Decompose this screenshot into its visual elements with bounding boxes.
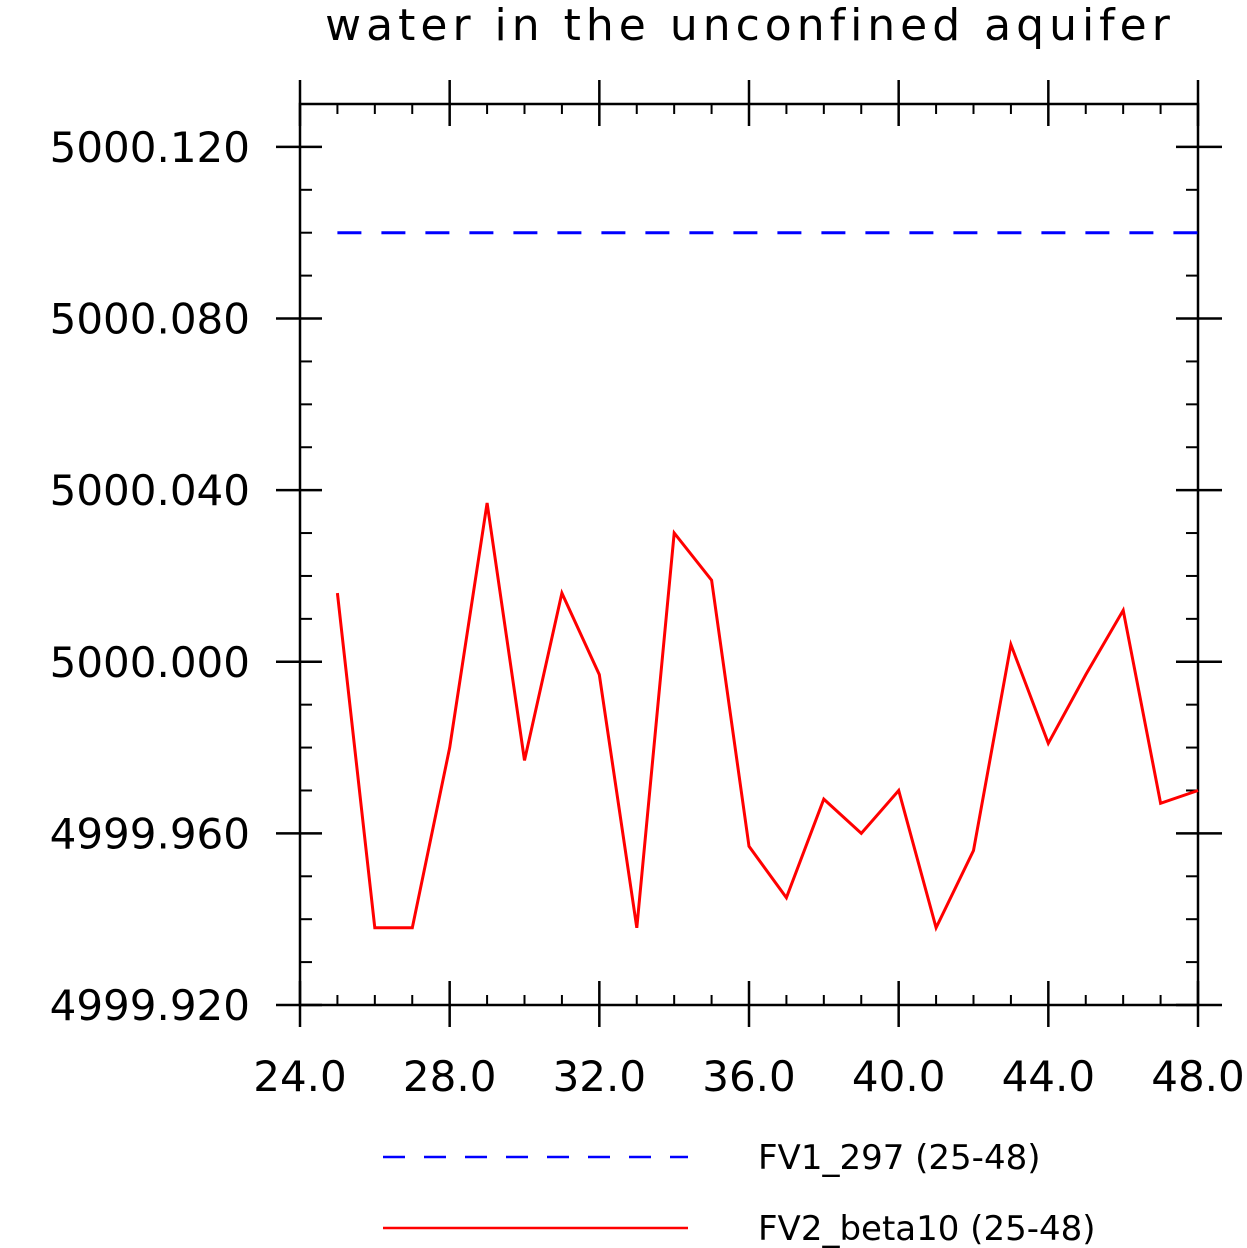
plot-frame (298, 102, 1200, 1007)
y-tick-label: 5000.120 (50, 123, 250, 172)
series-line (335, 502, 1199, 933)
x-tick-label: 28.0 (403, 1052, 497, 1101)
legend: FV1_297 (25-48) FV2_beta10 (25-48) (383, 1138, 1096, 1248)
legend-label: FV1_297 (25-48) (758, 1138, 1040, 1178)
y-tick-label: 4999.920 (50, 981, 250, 1030)
y-tick-label: 5000.000 (50, 638, 250, 687)
x-tick-label: 44.0 (1002, 1052, 1096, 1101)
plot-axes: 24.0 28.0 32.0 36.0 40.0 44.0 48.0 4999.920 4999… (50, 80, 1245, 1101)
x-tick-label: 32.0 (553, 1052, 647, 1101)
chart-title: water in the unconfined aquifer (325, 0, 1175, 51)
x-tick-label: 24.0 (253, 1052, 347, 1101)
y-tick-label: 5000.040 (50, 466, 250, 515)
legend-label: FV2_beta10 (25-48) (758, 1209, 1096, 1248)
x-tick-label: 40.0 (852, 1052, 946, 1101)
y-tick-label: 4999.960 (50, 809, 250, 858)
x-tick-label: 48.0 (1151, 1052, 1245, 1101)
series-layer (335, 231, 1199, 933)
x-tick-label: 36.0 (702, 1052, 796, 1101)
y-tick-label: 5000.080 (50, 295, 250, 344)
